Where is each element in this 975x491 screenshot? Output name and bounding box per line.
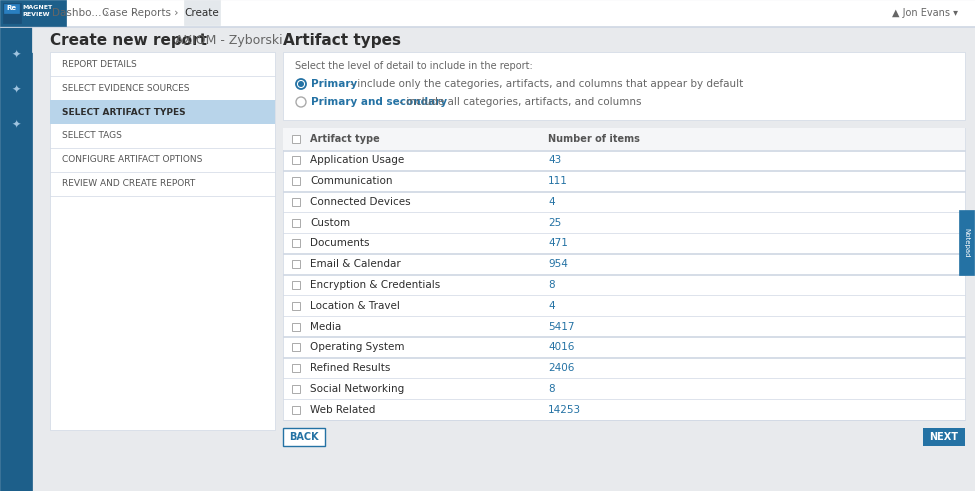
- Text: Application Usage: Application Usage: [310, 155, 405, 165]
- Bar: [959, 210, 974, 275]
- Text: Dashbo... ›: Dashbo... ›: [52, 8, 108, 18]
- Bar: [292, 364, 300, 372]
- Bar: [292, 302, 300, 310]
- Bar: [283, 170, 965, 171]
- Bar: [3, 3, 21, 23]
- Text: AXIOM - Zyborski: AXIOM - Zyborski: [175, 33, 283, 47]
- Bar: [0, 0, 66, 26]
- Text: Case ›: Case ›: [101, 8, 135, 18]
- Text: SELECT TAGS: SELECT TAGS: [62, 132, 122, 140]
- Bar: [0, 27, 32, 491]
- Text: 43: 43: [548, 155, 562, 165]
- Text: ✦: ✦: [12, 50, 20, 60]
- Text: Primary and secondary: Primary and secondary: [311, 97, 448, 107]
- Text: Primary: Primary: [311, 79, 357, 89]
- Text: ✦: ✦: [12, 120, 20, 130]
- Bar: [292, 240, 300, 247]
- Text: Custom: Custom: [310, 218, 350, 228]
- Text: REPORT DETAILS: REPORT DETAILS: [62, 59, 136, 69]
- Text: Artifact type: Artifact type: [310, 134, 379, 144]
- Text: Refined Results: Refined Results: [310, 363, 390, 373]
- Bar: [292, 135, 300, 143]
- Bar: [283, 52, 965, 120]
- Text: NEXT: NEXT: [929, 432, 958, 442]
- Text: 111: 111: [548, 176, 567, 186]
- Text: MAGNET: MAGNET: [22, 5, 52, 10]
- Text: - include only the categories, artifacts, and columns that appear by default: - include only the categories, artifacts…: [347, 79, 743, 89]
- Text: Documents: Documents: [310, 239, 370, 248]
- Text: Web Related: Web Related: [310, 405, 375, 414]
- Text: Re: Re: [7, 5, 17, 11]
- Text: Notepad: Notepad: [963, 228, 969, 257]
- Text: ✦: ✦: [12, 85, 20, 95]
- Text: Email & Calendar: Email & Calendar: [310, 259, 401, 269]
- Text: REVIEW AND CREATE REPORT: REVIEW AND CREATE REPORT: [62, 180, 195, 189]
- Text: - include all categories, artifacts, and columns: - include all categories, artifacts, and…: [396, 97, 642, 107]
- Bar: [283, 253, 965, 254]
- Bar: [292, 177, 300, 185]
- Text: Number of items: Number of items: [548, 134, 640, 144]
- Text: 8: 8: [548, 384, 555, 394]
- Bar: [50, 195, 275, 196]
- Bar: [283, 295, 965, 296]
- Text: 25: 25: [548, 218, 562, 228]
- Text: Location & Travel: Location & Travel: [310, 301, 400, 311]
- Text: REVIEW: REVIEW: [22, 11, 50, 17]
- Text: Communication: Communication: [310, 176, 393, 186]
- Bar: [50, 100, 275, 124]
- Text: CONFIGURE ARTIFACT OPTIONS: CONFIGURE ARTIFACT OPTIONS: [62, 156, 203, 164]
- Text: Connected Devices: Connected Devices: [310, 197, 410, 207]
- Text: Create new report: Create new report: [50, 32, 207, 48]
- Text: Media: Media: [310, 322, 341, 331]
- Circle shape: [298, 81, 304, 87]
- Text: Artifact types: Artifact types: [283, 32, 401, 48]
- Bar: [923, 428, 965, 446]
- Bar: [292, 198, 300, 206]
- Bar: [50, 52, 275, 430]
- Text: BACK: BACK: [290, 432, 319, 442]
- Bar: [50, 147, 275, 148]
- Text: Operating System: Operating System: [310, 342, 405, 353]
- Text: ▲ Jon Evans ▾: ▲ Jon Evans ▾: [892, 8, 958, 18]
- Text: Reports ›: Reports ›: [132, 8, 178, 18]
- Bar: [283, 378, 965, 379]
- Bar: [32, 27, 975, 52]
- Bar: [184, 0, 220, 25]
- Text: Select the level of detail to include in the report:: Select the level of detail to include in…: [295, 61, 532, 71]
- Bar: [283, 428, 325, 446]
- Bar: [292, 323, 300, 330]
- Text: Encryption & Credentials: Encryption & Credentials: [310, 280, 441, 290]
- Text: 14253: 14253: [548, 405, 581, 414]
- Text: 8: 8: [548, 280, 555, 290]
- Text: SELECT EVIDENCE SOURCES: SELECT EVIDENCE SOURCES: [62, 83, 189, 92]
- Bar: [292, 406, 300, 413]
- Bar: [283, 336, 965, 337]
- Bar: [292, 157, 300, 164]
- Bar: [292, 218, 300, 227]
- Bar: [292, 281, 300, 289]
- Bar: [292, 260, 300, 268]
- Bar: [0, 0, 975, 26]
- Bar: [283, 128, 965, 420]
- Text: 954: 954: [548, 259, 567, 269]
- Bar: [283, 150, 965, 151]
- Bar: [292, 343, 300, 351]
- Text: 4016: 4016: [548, 342, 574, 353]
- Text: Create: Create: [184, 8, 219, 18]
- Bar: [283, 419, 965, 420]
- Bar: [292, 385, 300, 393]
- Bar: [0, 26, 975, 27]
- Circle shape: [296, 97, 306, 107]
- Text: 4: 4: [548, 197, 555, 207]
- Text: Social Networking: Social Networking: [310, 384, 405, 394]
- Text: SELECT ARTIFACT TYPES: SELECT ARTIFACT TYPES: [62, 108, 185, 116]
- Bar: [4, 4, 19, 13]
- Text: 471: 471: [548, 239, 567, 248]
- Bar: [283, 128, 965, 150]
- Text: 4: 4: [548, 301, 555, 311]
- Text: 2406: 2406: [548, 363, 574, 373]
- Circle shape: [296, 79, 306, 89]
- Bar: [50, 171, 275, 172]
- Text: 5417: 5417: [548, 322, 574, 331]
